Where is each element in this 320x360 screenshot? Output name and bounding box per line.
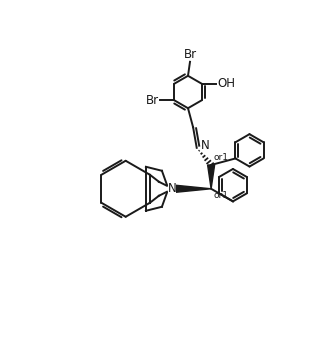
- Text: or1: or1: [213, 191, 228, 200]
- Text: Br: Br: [146, 94, 159, 107]
- Text: OH: OH: [217, 77, 235, 90]
- Text: N: N: [201, 139, 210, 152]
- Text: or1: or1: [213, 153, 228, 162]
- Polygon shape: [208, 165, 215, 189]
- Text: Br: Br: [183, 48, 196, 61]
- Text: N: N: [168, 182, 176, 195]
- Polygon shape: [176, 185, 211, 192]
